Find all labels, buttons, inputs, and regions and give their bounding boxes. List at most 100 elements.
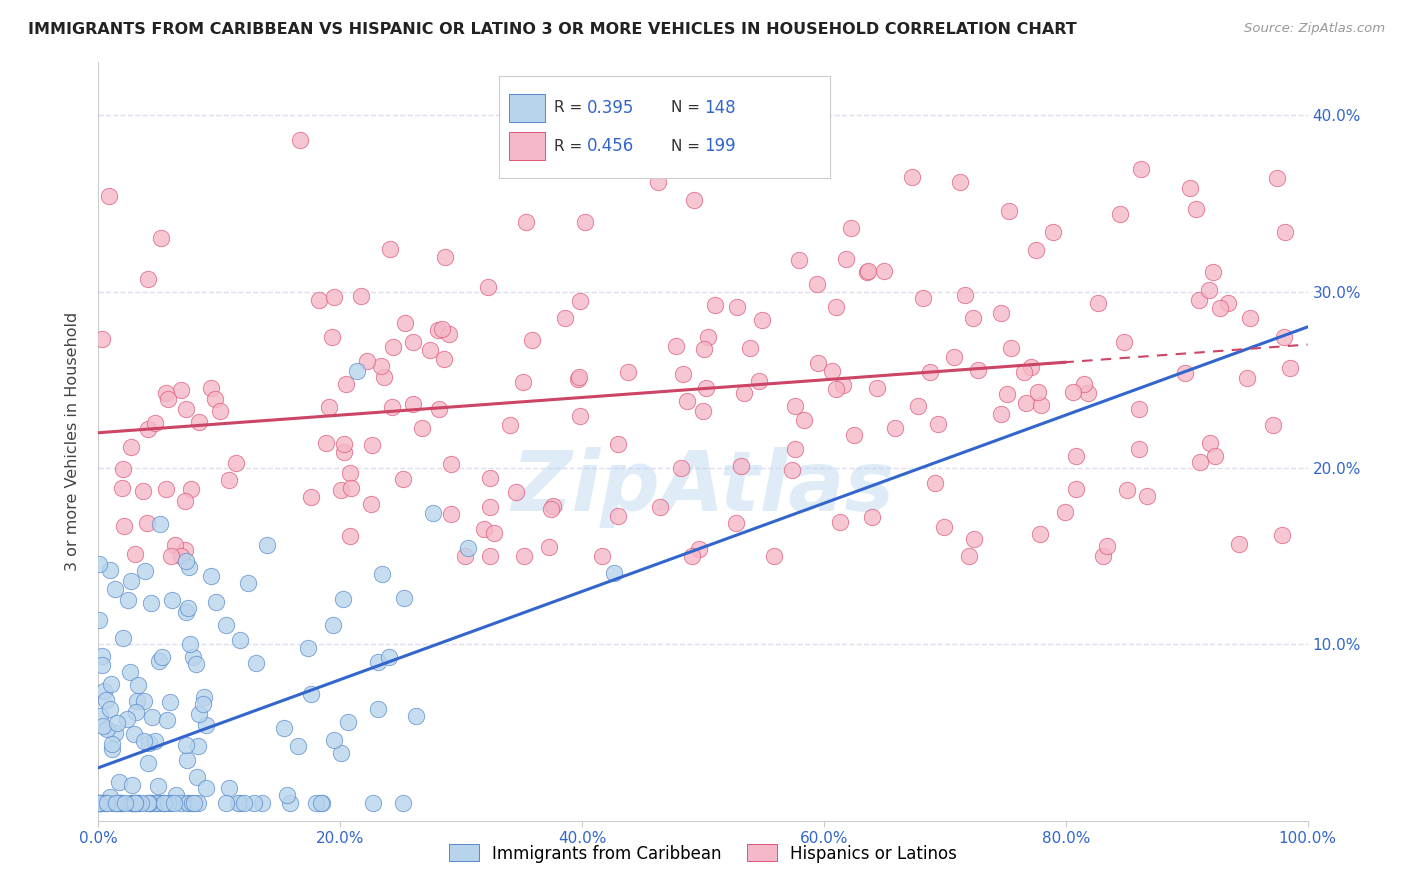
Point	[682, 193, 704, 207]
Point	[371, 566, 394, 581]
Point	[457, 541, 479, 556]
Point	[339, 482, 361, 496]
Point	[174, 494, 197, 508]
Point	[179, 637, 201, 651]
Point	[181, 649, 204, 664]
Point	[163, 538, 186, 552]
Point	[392, 591, 415, 606]
Point	[112, 518, 135, 533]
Point	[110, 796, 132, 810]
Point	[87, 796, 110, 810]
Point	[568, 370, 591, 384]
Point	[169, 796, 191, 810]
Point	[1271, 527, 1294, 541]
Point	[308, 293, 330, 307]
Point	[160, 549, 183, 563]
Point	[110, 796, 132, 810]
Point	[966, 362, 988, 376]
Point	[1114, 334, 1136, 349]
Point	[90, 796, 112, 810]
Point	[665, 339, 688, 353]
Text: IMMIGRANTS FROM CARIBBEAN VS HISPANIC OR LATINO 3 OR MORE VEHICLES IN HOUSEHOLD : IMMIGRANTS FROM CARIBBEAN VS HISPANIC OR…	[28, 22, 1077, 37]
Point	[204, 392, 226, 406]
Point	[1236, 370, 1258, 384]
Point	[148, 796, 170, 810]
Point	[787, 252, 810, 267]
Point	[520, 333, 543, 347]
Text: R =: R =	[554, 139, 586, 153]
Point	[1274, 225, 1296, 239]
Point	[378, 242, 401, 256]
Point	[105, 796, 128, 810]
Point	[252, 796, 274, 810]
Point	[378, 649, 401, 664]
Point	[139, 796, 162, 810]
Point	[180, 482, 202, 496]
Point	[1012, 365, 1035, 379]
Point	[821, 364, 844, 378]
Point	[138, 736, 160, 750]
Point	[174, 606, 197, 620]
Point	[122, 796, 145, 810]
Point	[335, 376, 357, 391]
Point	[245, 657, 267, 671]
Point	[1185, 202, 1208, 216]
Legend: Immigrants from Caribbean, Hispanics or Latinos: Immigrants from Caribbean, Hispanics or …	[443, 838, 963, 869]
Text: 199: 199	[704, 137, 735, 155]
Point	[1073, 376, 1095, 391]
Point	[373, 370, 395, 384]
Point	[180, 796, 202, 810]
Point	[733, 386, 755, 401]
Point	[297, 640, 319, 655]
Point	[1174, 367, 1197, 381]
Point	[806, 277, 828, 291]
Point	[276, 788, 298, 802]
Text: Source: ZipAtlas.com: Source: ZipAtlas.com	[1244, 22, 1385, 36]
Point	[477, 280, 499, 294]
Point	[101, 737, 124, 751]
Point	[121, 796, 143, 810]
Point	[94, 796, 117, 810]
Point	[591, 549, 613, 563]
Point	[148, 779, 170, 793]
Point	[762, 549, 785, 563]
Text: 148: 148	[704, 99, 735, 117]
Point	[273, 722, 295, 736]
Point	[647, 175, 669, 189]
Point	[650, 500, 672, 514]
Point	[350, 289, 373, 303]
Point	[419, 343, 441, 357]
Point	[990, 407, 1012, 421]
Point	[1064, 449, 1087, 463]
Point	[1188, 455, 1211, 469]
Point	[115, 712, 138, 726]
Point	[322, 618, 344, 632]
Point	[136, 756, 159, 770]
Point	[793, 413, 815, 427]
Point	[114, 796, 136, 810]
Point	[90, 648, 112, 663]
Point	[381, 401, 404, 415]
Point	[747, 374, 769, 388]
Point	[187, 415, 209, 429]
Point	[195, 718, 218, 732]
Point	[751, 313, 773, 327]
Point	[934, 520, 956, 534]
Point	[540, 501, 562, 516]
Point	[89, 708, 111, 723]
Point	[104, 582, 127, 597]
Point	[149, 516, 172, 531]
Point	[1128, 442, 1150, 456]
Point	[426, 322, 449, 336]
Point	[361, 437, 384, 451]
Point	[177, 560, 200, 574]
Point	[93, 684, 115, 698]
Point	[100, 677, 122, 691]
Point	[1227, 537, 1250, 551]
Point	[866, 380, 889, 394]
Point	[136, 516, 159, 531]
Point	[98, 189, 121, 203]
Point	[1054, 505, 1077, 519]
Point	[200, 569, 222, 583]
Point	[1026, 384, 1049, 399]
